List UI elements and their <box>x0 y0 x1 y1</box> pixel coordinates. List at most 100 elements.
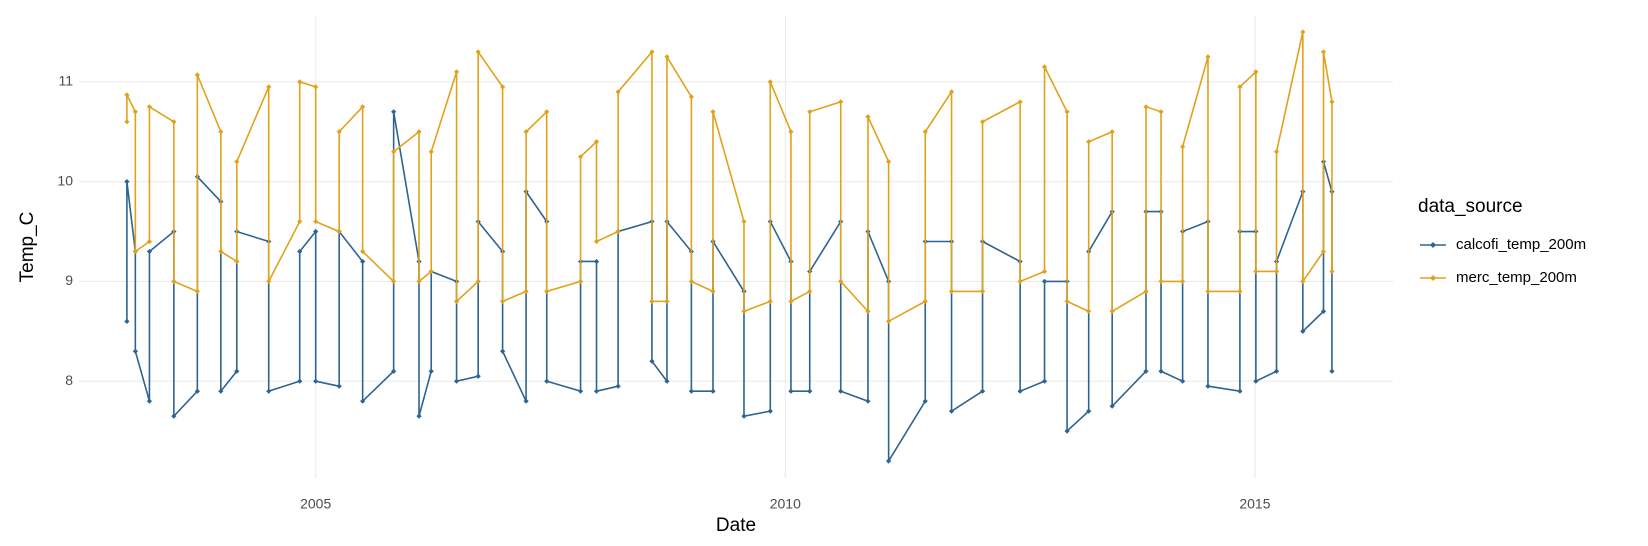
data-point <box>1329 368 1335 374</box>
data-point <box>979 288 986 295</box>
data-point <box>234 159 240 165</box>
data-point <box>194 288 200 295</box>
data-point <box>1109 308 1115 314</box>
data-point <box>649 49 655 55</box>
data-point <box>886 159 892 165</box>
data-point <box>1205 288 1211 295</box>
data-point <box>1143 368 1149 374</box>
data-point <box>886 318 892 324</box>
data-point <box>1273 268 1280 275</box>
data-point <box>391 149 397 155</box>
data-point <box>1158 109 1164 115</box>
data-point <box>132 348 138 354</box>
data-point <box>1273 368 1280 374</box>
data-point <box>688 94 694 100</box>
data-point <box>865 114 871 120</box>
data-point <box>948 288 955 295</box>
data-point <box>1109 129 1115 135</box>
data-point <box>416 129 422 135</box>
data-point <box>1320 248 1327 255</box>
data-point <box>1158 368 1164 374</box>
data-point <box>523 398 529 404</box>
data-point <box>1109 403 1115 409</box>
data-point <box>710 388 716 394</box>
data-point <box>428 149 434 155</box>
data-point <box>948 408 955 414</box>
data-point <box>124 119 130 125</box>
data-point <box>124 92 130 98</box>
data-point <box>146 248 153 255</box>
data-point <box>313 228 319 235</box>
data-point <box>391 368 397 374</box>
data-point <box>171 413 177 419</box>
data-point <box>124 318 130 324</box>
data-point <box>360 248 366 255</box>
data-point <box>1041 64 1048 70</box>
data-point <box>1329 99 1335 105</box>
data-point <box>1064 428 1070 434</box>
data-point <box>838 99 844 105</box>
data-point <box>1329 268 1335 275</box>
data-point <box>838 278 844 285</box>
data-point <box>313 218 319 225</box>
data-point <box>1300 328 1306 334</box>
data-point <box>146 104 153 110</box>
data-point <box>499 298 506 304</box>
data-point <box>1041 278 1048 285</box>
data-point <box>1205 383 1211 389</box>
data-point <box>544 378 550 384</box>
x-tick-label: 2010 <box>770 496 801 512</box>
data-point <box>788 388 794 394</box>
y-tick-label: 8 <box>65 372 73 388</box>
data-point <box>886 458 892 464</box>
data-point <box>979 119 986 125</box>
data-point <box>297 218 303 225</box>
data-point <box>416 278 422 285</box>
data-point <box>218 388 224 394</box>
data-point <box>544 288 550 295</box>
data-point <box>523 129 529 135</box>
data-point <box>865 308 871 314</box>
data-point <box>1086 139 1092 145</box>
y-tick-label: 11 <box>58 73 73 89</box>
y-tick-label: 10 <box>57 172 73 188</box>
data-point <box>767 79 773 85</box>
data-point <box>453 69 460 75</box>
data-point <box>593 258 600 265</box>
data-point <box>1064 109 1070 115</box>
data-point <box>391 109 397 115</box>
data-point <box>615 228 621 235</box>
data-point <box>664 378 670 384</box>
legend-key <box>1430 242 1436 248</box>
data-point <box>1143 288 1149 295</box>
data-point <box>1253 268 1259 275</box>
data-point <box>475 49 481 55</box>
data-point <box>865 398 871 404</box>
data-point <box>688 278 694 285</box>
data-point <box>234 258 240 265</box>
data-point <box>1253 69 1259 75</box>
x-tick-label: 2005 <box>300 496 331 512</box>
data-point <box>297 378 303 384</box>
data-point <box>1017 278 1023 285</box>
data-point <box>1205 54 1211 60</box>
data-point <box>1180 378 1186 384</box>
data-point <box>593 238 600 245</box>
data-point <box>360 104 366 110</box>
data-point <box>979 388 986 394</box>
series-line <box>126 31 1333 323</box>
data-point <box>428 368 434 374</box>
data-point <box>788 298 794 304</box>
data-point <box>1180 278 1186 285</box>
data-point <box>767 408 773 414</box>
data-point <box>1180 144 1186 150</box>
data-point <box>266 388 272 394</box>
data-point <box>218 129 224 135</box>
legend-label: calcofi_temp_200m <box>1456 236 1586 253</box>
data-point <box>1237 288 1243 295</box>
data-point <box>1017 388 1023 394</box>
data-point <box>475 278 481 285</box>
data-point <box>788 129 794 135</box>
data-point <box>615 89 621 95</box>
